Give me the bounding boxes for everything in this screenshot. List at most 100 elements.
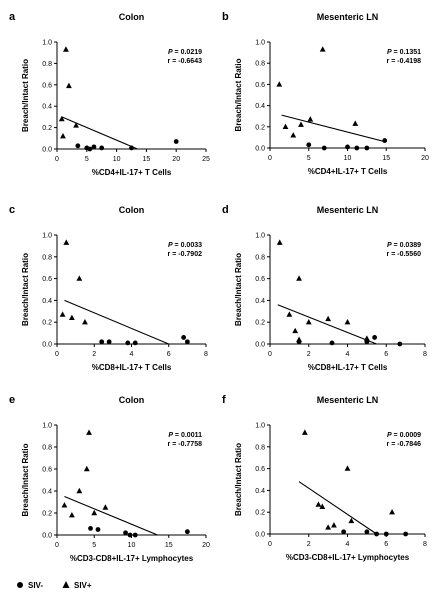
y-tick-label: 0.4 xyxy=(255,298,265,305)
point-siv-pos xyxy=(352,120,359,126)
point-siv-pos xyxy=(315,501,322,507)
point-siv-neg xyxy=(382,138,388,143)
y-tick-label: 0.6 xyxy=(42,467,52,474)
legend-label: SIV- xyxy=(28,581,43,590)
r-value-label: r = -0.6643 xyxy=(168,58,203,65)
x-tick-label: 8 xyxy=(423,351,427,358)
x-tick-label: 5 xyxy=(92,542,96,549)
panel-title: Mesenteric LN xyxy=(317,395,379,405)
panel-title: Colon xyxy=(119,395,145,405)
panel-letter: b xyxy=(222,11,229,23)
x-tick-label: 15 xyxy=(382,155,390,162)
point-siv-pos xyxy=(86,429,92,435)
point-siv-pos xyxy=(296,336,302,342)
point-siv-neg xyxy=(75,143,81,149)
x-tick-label: 6 xyxy=(167,351,171,358)
p-value: = 0.1351 xyxy=(392,49,421,56)
p-value: = 0.0033 xyxy=(173,242,202,249)
r-value-label: r = -0.4198 xyxy=(387,58,422,65)
r-value-label: r = -0.5560 xyxy=(387,251,422,258)
y-tick-label: 0.0 xyxy=(255,342,265,349)
x-axis-label: %CD4+IL-17+ T Cells xyxy=(308,167,388,176)
y-tick-label: 1.0 xyxy=(42,233,52,240)
y-tick-label: 0.2 xyxy=(42,125,52,132)
point-siv-pos xyxy=(73,122,79,128)
point-siv-neg xyxy=(364,145,370,151)
x-tick-label: 0 xyxy=(55,156,59,163)
point-siv-pos xyxy=(83,465,90,472)
p-value-label: P = 0.0389 xyxy=(387,242,421,249)
point-siv-pos xyxy=(276,81,283,87)
p-value-label: P = 0.1351 xyxy=(387,49,421,56)
x-axis-label: %CD3-CD8+IL-17+ Lymphocytes xyxy=(286,553,410,562)
x-tick-label: 20 xyxy=(172,156,180,163)
y-tick-label: 0.6 xyxy=(255,466,265,473)
point-siv-neg xyxy=(345,144,350,150)
legend-label: SIV+ xyxy=(74,581,92,590)
point-siv-pos xyxy=(363,335,370,341)
point-siv-neg xyxy=(87,146,93,152)
r-value: r = -0.7846 xyxy=(387,441,422,448)
y-axis-label: Breach/Intact Ratio xyxy=(234,58,243,131)
point-siv-pos xyxy=(301,429,308,435)
regression-line xyxy=(298,481,377,535)
point-siv-pos xyxy=(296,275,302,281)
point-siv-pos xyxy=(69,314,75,321)
point-siv-neg xyxy=(184,529,190,535)
y-tick-label: 1.0 xyxy=(42,40,52,47)
p-symbol: P xyxy=(387,432,392,439)
panel-e: e Colon 0.0 0.2 0.4 0.6 0.8 1.0 0 5 10 15 20 %CD3-CD8… xyxy=(9,394,210,563)
point-siv-pos xyxy=(344,465,351,471)
x-tick-label: 20 xyxy=(421,155,429,162)
p-value: = 0.0011 xyxy=(173,432,202,439)
y-tick-label: 0.4 xyxy=(42,298,52,305)
y-tick-label: 1.0 xyxy=(255,423,265,430)
point-siv-pos xyxy=(331,522,337,528)
point-siv-neg xyxy=(106,339,112,345)
point-siv-pos xyxy=(389,509,395,515)
point-siv-pos xyxy=(58,115,65,122)
x-axis-label: %CD4+IL-17+ T Cells xyxy=(92,168,172,177)
panel-a: a Colon 0.0 0.2 0.4 0.6 0.8 1.0 0 5 10 15 20 25 %CD4+I… xyxy=(9,11,210,177)
y-tick-label: 0.2 xyxy=(42,511,52,518)
p-symbol: P xyxy=(387,49,392,56)
regression-line xyxy=(64,495,158,536)
point-siv-pos xyxy=(69,512,75,518)
x-tick-label: 2 xyxy=(307,541,311,548)
point-siv-pos xyxy=(91,509,98,516)
p-value: = 0.0389 xyxy=(392,242,421,249)
panel-letter: c xyxy=(9,204,15,216)
y-tick-label: 0.2 xyxy=(255,320,265,327)
panel-b: b Mesenteric LN 0.0 0.2 0.4 0.6 0.8 1.0 0 5 10 15 20… xyxy=(222,11,429,176)
r-value: r = -0.4198 xyxy=(387,58,422,65)
y-tick-label: 0.2 xyxy=(255,124,265,131)
p-value-label: P = 0.0033 xyxy=(168,242,202,249)
y-tick-label: 0.8 xyxy=(255,254,265,261)
y-tick-label: 0.2 xyxy=(255,510,265,517)
panel-title: Mesenteric LN xyxy=(317,205,379,215)
r-value-label: r = -0.7758 xyxy=(168,441,203,448)
x-tick-label: 2 xyxy=(307,351,311,358)
r-value: r = -0.7758 xyxy=(168,441,203,448)
y-tick-label: 0.6 xyxy=(255,82,265,89)
y-tick-label: 0.0 xyxy=(255,146,265,153)
point-siv-neg xyxy=(354,145,360,151)
panel-letter: d xyxy=(222,204,229,216)
y-tick-label: 0.6 xyxy=(42,82,52,89)
point-siv-neg xyxy=(127,532,133,538)
y-axis-label: Breach/Intact Ratio xyxy=(234,253,243,326)
r-value-label: r = -0.7846 xyxy=(387,441,422,448)
y-tick-label: 0.4 xyxy=(255,103,265,110)
y-axis-label: Breach/Intact Ratio xyxy=(21,59,30,132)
point-siv-pos xyxy=(344,319,351,325)
y-tick-label: 1.0 xyxy=(255,233,265,240)
point-siv-neg xyxy=(91,144,97,150)
panel-letter: e xyxy=(9,394,15,406)
point-siv-pos xyxy=(307,116,314,122)
point-siv-pos xyxy=(76,487,83,494)
point-siv-pos xyxy=(60,132,66,139)
x-axis-label: %CD8+IL-17+ T Cells xyxy=(308,363,388,372)
point-siv-pos xyxy=(319,46,326,52)
y-tick-label: 0.8 xyxy=(42,254,52,261)
panel-title: Colon xyxy=(119,12,145,22)
